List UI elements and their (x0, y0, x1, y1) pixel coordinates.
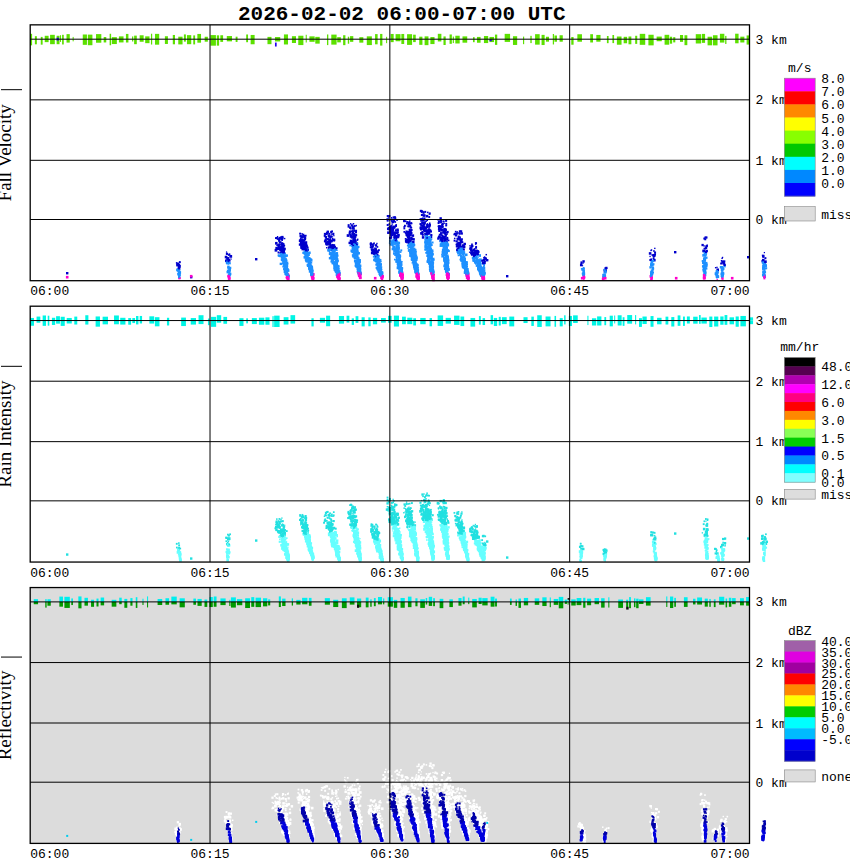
svg-text:none: none (821, 770, 850, 785)
svg-text:06:45: 06:45 (550, 566, 589, 581)
svg-text:06:15: 06:15 (191, 566, 230, 581)
svg-text:1 km: 1 km (756, 154, 787, 169)
svg-text:0 km: 0 km (756, 213, 787, 228)
svg-text:1.5: 1.5 (821, 432, 844, 447)
svg-text:06:30: 06:30 (370, 847, 409, 862)
svg-text:mm/hr: mm/hr (780, 340, 819, 355)
svg-text:miss: miss (821, 488, 850, 503)
svg-text:06:30: 06:30 (370, 284, 409, 299)
svg-text:2026-02-02 06:00-07:00 UTC: 2026-02-02 06:00-07:00 UTC (238, 3, 566, 26)
svg-text:07:00: 07:00 (710, 847, 749, 862)
svg-text:06:00: 06:00 (30, 566, 69, 581)
svg-text:1 km: 1 km (756, 435, 787, 450)
svg-text:06:00: 06:00 (30, 847, 69, 862)
svg-text:1 km: 1 km (756, 717, 787, 732)
svg-text:06:30: 06:30 (370, 566, 409, 581)
svg-text:0.0: 0.0 (821, 177, 844, 192)
svg-text:2 km: 2 km (756, 375, 787, 390)
svg-text:07:00: 07:00 (710, 566, 749, 581)
svg-text:Fall Velocity: Fall Velocity (0, 104, 15, 202)
svg-text:07:00: 07:00 (710, 284, 749, 299)
svg-text:Reflectivity: Reflectivity (0, 670, 15, 760)
svg-text:3.0: 3.0 (821, 414, 844, 429)
svg-text:06:15: 06:15 (191, 847, 230, 862)
svg-text:06:45: 06:45 (550, 847, 589, 862)
svg-text:48.0: 48.0 (821, 360, 850, 375)
svg-text:m/s: m/s (788, 61, 811, 76)
svg-text:12.0: 12.0 (821, 378, 850, 393)
svg-text:06:00: 06:00 (30, 284, 69, 299)
svg-text:6.0: 6.0 (821, 396, 844, 411)
svg-text:Rain Intensity: Rain Intensity (0, 380, 15, 488)
svg-text:0 km: 0 km (756, 776, 787, 791)
svg-text:06:45: 06:45 (550, 284, 589, 299)
svg-text:3 km: 3 km (756, 314, 787, 329)
svg-text:0.5: 0.5 (821, 449, 844, 464)
svg-text:miss: miss (821, 208, 850, 223)
svg-text:-5.0: -5.0 (821, 733, 850, 748)
svg-text:3 km: 3 km (756, 33, 787, 48)
svg-text:2 km: 2 km (756, 656, 787, 671)
svg-text:3 km: 3 km (756, 595, 787, 610)
svg-text:0 km: 0 km (756, 494, 787, 509)
svg-text:dBZ: dBZ (788, 624, 812, 639)
svg-text:06:15: 06:15 (191, 284, 230, 299)
svg-text:2 km: 2 km (756, 93, 787, 108)
